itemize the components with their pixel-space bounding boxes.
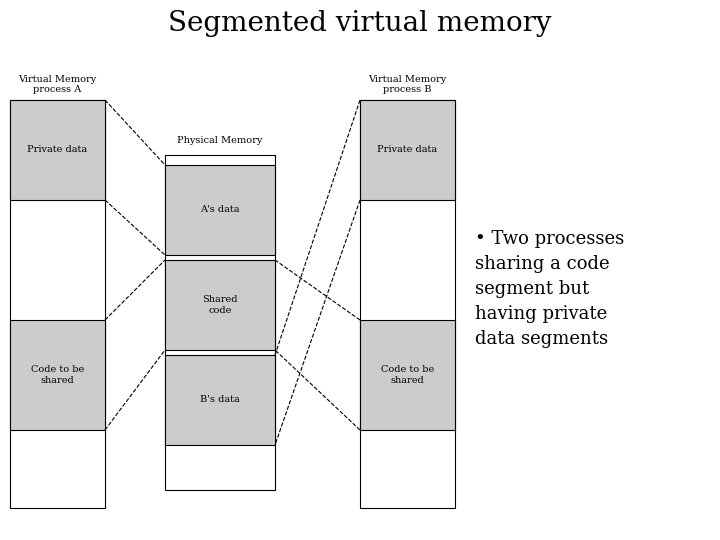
Text: Code to be
shared: Code to be shared (381, 365, 434, 384)
Bar (10, 320, 105, 430)
Text: Virtual Memory
process A: Virtual Memory process A (19, 75, 96, 94)
Bar (10, 100, 105, 508)
Bar (360, 100, 455, 508)
Bar (165, 155, 275, 490)
Text: Private data: Private data (377, 145, 438, 154)
Text: Code to be
shared: Code to be shared (31, 365, 84, 384)
Bar (10, 100, 105, 200)
Text: A's data: A's data (200, 206, 240, 214)
Text: Virtual Memory
process B: Virtual Memory process B (369, 75, 446, 94)
Text: • Two processes
sharing a code
segment but
having private
data segments: • Two processes sharing a code segment b… (475, 230, 624, 348)
Text: Segmented virtual memory: Segmented virtual memory (168, 10, 552, 37)
Bar (165, 355, 275, 445)
Bar (360, 100, 455, 200)
Bar (360, 320, 455, 430)
Bar (165, 260, 275, 350)
Text: Private data: Private data (27, 145, 88, 154)
Text: Physical Memory: Physical Memory (177, 136, 263, 145)
Text: B's data: B's data (200, 395, 240, 404)
Text: Shared
code: Shared code (202, 295, 238, 315)
Bar (165, 165, 275, 255)
